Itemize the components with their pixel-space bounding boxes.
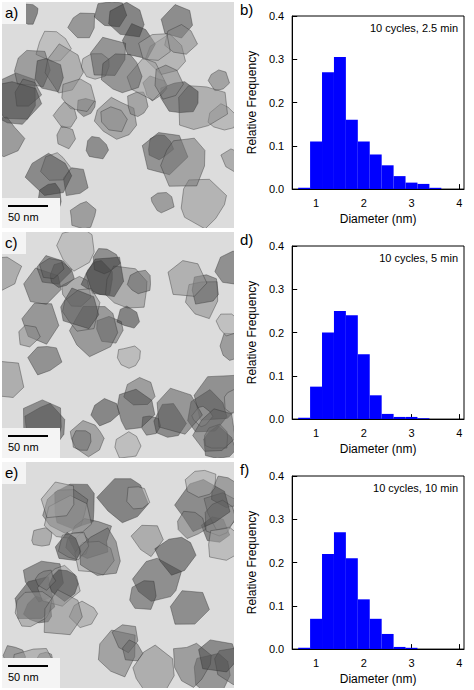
svg-text:1: 1 bbox=[313, 427, 319, 439]
svg-text:0.0: 0.0 bbox=[269, 413, 284, 425]
svg-text:2: 2 bbox=[361, 427, 367, 439]
svg-text:10 cycles, 10 min: 10 cycles, 10 min bbox=[373, 482, 458, 494]
svg-text:0.3: 0.3 bbox=[269, 283, 284, 295]
svg-text:10 cycles, 2.5 min: 10 cycles, 2.5 min bbox=[370, 22, 458, 34]
svg-text:d): d) bbox=[240, 231, 253, 248]
svg-text:Relative Frequency: Relative Frequency bbox=[245, 511, 259, 614]
svg-text:2: 2 bbox=[361, 197, 367, 209]
svg-text:Diameter (nm): Diameter (nm) bbox=[340, 672, 417, 686]
svg-text:1: 1 bbox=[313, 657, 319, 669]
svg-text:3: 3 bbox=[408, 657, 414, 669]
svg-text:b): b) bbox=[240, 1, 253, 18]
svg-text:3: 3 bbox=[408, 427, 414, 439]
svg-text:10 cycles, 5 min: 10 cycles, 5 min bbox=[379, 252, 458, 264]
svg-text:0.1: 0.1 bbox=[269, 140, 284, 152]
svg-text:0.1: 0.1 bbox=[269, 370, 284, 382]
svg-text:4: 4 bbox=[456, 427, 462, 439]
svg-text:1: 1 bbox=[313, 197, 319, 209]
svg-text:Diameter (nm): Diameter (nm) bbox=[340, 212, 417, 226]
svg-text:0.1: 0.1 bbox=[269, 600, 284, 612]
svg-text:0.3: 0.3 bbox=[269, 53, 284, 65]
svg-text:Relative Frequency: Relative Frequency bbox=[245, 281, 259, 384]
svg-text:0.0: 0.0 bbox=[269, 183, 284, 195]
svg-text:Relative Frequency: Relative Frequency bbox=[245, 51, 259, 154]
svg-text:Diameter (nm): Diameter (nm) bbox=[340, 442, 417, 456]
svg-text:0.2: 0.2 bbox=[269, 327, 284, 339]
svg-text:c): c) bbox=[5, 234, 18, 251]
svg-text:0.4: 0.4 bbox=[269, 10, 284, 22]
svg-text:4: 4 bbox=[456, 657, 462, 669]
svg-text:e): e) bbox=[5, 464, 18, 481]
svg-text:0.4: 0.4 bbox=[269, 240, 284, 252]
svg-text:4: 4 bbox=[456, 197, 462, 209]
svg-text:f): f) bbox=[240, 461, 249, 478]
svg-text:0.4: 0.4 bbox=[269, 470, 284, 482]
svg-text:50 nm: 50 nm bbox=[8, 671, 39, 683]
svg-text:2: 2 bbox=[361, 657, 367, 669]
svg-text:0.2: 0.2 bbox=[269, 97, 284, 109]
svg-text:a): a) bbox=[5, 4, 18, 21]
svg-text:50 nm: 50 nm bbox=[8, 211, 39, 223]
svg-text:3: 3 bbox=[408, 197, 414, 209]
svg-text:50 nm: 50 nm bbox=[8, 441, 39, 453]
svg-text:0.2: 0.2 bbox=[269, 557, 284, 569]
svg-text:0.0: 0.0 bbox=[269, 643, 284, 655]
svg-text:0.3: 0.3 bbox=[269, 513, 284, 525]
